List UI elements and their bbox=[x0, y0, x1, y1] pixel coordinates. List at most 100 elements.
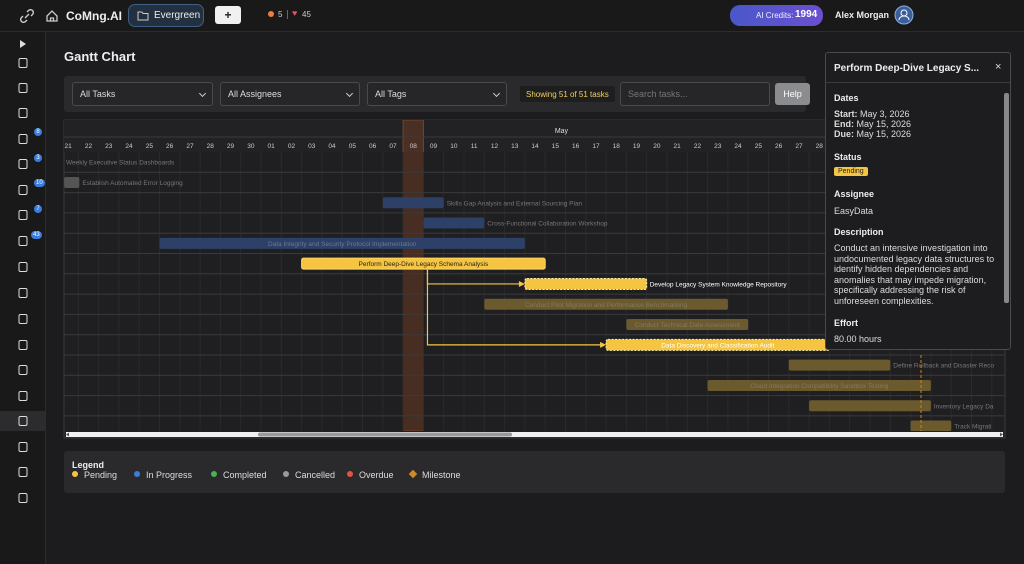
nav-icon[interactable] bbox=[17, 466, 29, 478]
help-button[interactable]: Help bbox=[775, 83, 810, 105]
dependency-arrow bbox=[426, 268, 605, 346]
task-label: Conduct Technical Data Assessment bbox=[635, 322, 741, 329]
avatar[interactable] bbox=[894, 5, 914, 25]
tooltip-scrollbar[interactable] bbox=[1004, 93, 1009, 303]
page-title: Gantt Chart bbox=[64, 49, 136, 64]
nav-icon[interactable] bbox=[17, 158, 29, 170]
task-label: Develop Legacy System Knowledge Reposito… bbox=[650, 281, 788, 288]
scrollbar-thumb[interactable] bbox=[258, 432, 512, 437]
effort-heading: Effort bbox=[834, 318, 858, 328]
nav-icon[interactable] bbox=[17, 287, 29, 299]
nav-icon[interactable] bbox=[17, 313, 29, 325]
today-column bbox=[402, 120, 424, 431]
status-heading: Status bbox=[834, 152, 862, 162]
task-bar[interactable] bbox=[910, 420, 952, 432]
search-input[interactable]: Search tasks... bbox=[620, 82, 770, 106]
project-name: Evergreen bbox=[154, 10, 201, 21]
close-button[interactable]: × bbox=[995, 61, 1002, 73]
nav-icon[interactable] bbox=[17, 82, 29, 94]
nav-icon[interactable] bbox=[17, 235, 29, 247]
arrow-head bbox=[600, 341, 607, 348]
task-filter[interactable]: All Tasks bbox=[72, 82, 213, 106]
description-heading: Description bbox=[834, 227, 884, 237]
day-label: 01 bbox=[268, 143, 276, 150]
day-label: 28 bbox=[207, 143, 215, 150]
task-label: Establish Automated Error Logging bbox=[82, 180, 183, 187]
nav-icon[interactable] bbox=[17, 261, 29, 273]
nav-icon[interactable] bbox=[17, 38, 29, 50]
legend-label: Pending bbox=[84, 470, 118, 480]
day-label: 13 bbox=[511, 143, 519, 150]
day-label: 06 bbox=[369, 143, 377, 150]
assignee-filter[interactable]: All Assignees bbox=[220, 82, 360, 106]
home-icon[interactable] bbox=[45, 9, 59, 23]
scroll-right[interactable] bbox=[1000, 432, 1003, 437]
day-label: 03 bbox=[308, 143, 316, 150]
nav-icon[interactable] bbox=[17, 441, 29, 453]
task-bar[interactable] bbox=[788, 359, 891, 371]
task-bar[interactable] bbox=[524, 277, 648, 290]
sidebar: 8 3 10 7 43 bbox=[0, 32, 46, 564]
day-label: 14 bbox=[531, 143, 539, 150]
day-label: 25 bbox=[146, 143, 154, 150]
task-label: Cloud Integration Compatibility Sandbox … bbox=[750, 383, 889, 390]
nav-icon[interactable] bbox=[17, 209, 29, 221]
scroll-left[interactable] bbox=[66, 432, 69, 437]
divider bbox=[287, 10, 288, 19]
alert-dot bbox=[268, 11, 274, 17]
project-button[interactable]: Evergreen bbox=[128, 4, 204, 27]
month-label: May bbox=[555, 128, 569, 135]
day-label: 28 bbox=[816, 143, 824, 150]
day-label: 16 bbox=[572, 143, 580, 150]
legend-swatch bbox=[347, 471, 353, 477]
day-label: 19 bbox=[633, 143, 641, 150]
task-label: Inventory Legacy Da bbox=[934, 403, 994, 410]
task-count: Showing 51 of 51 tasks bbox=[520, 86, 615, 102]
legend-title: Legend bbox=[72, 460, 105, 470]
day-label: 30 bbox=[247, 143, 255, 150]
nav-icon[interactable] bbox=[17, 133, 29, 145]
nav-icon[interactable] bbox=[17, 415, 29, 427]
task-bar[interactable] bbox=[809, 400, 931, 412]
legend-label: In Progress bbox=[146, 470, 193, 480]
tag-filter[interactable]: All Tags bbox=[367, 82, 507, 106]
end-date: May 15, 2026 bbox=[856, 119, 912, 129]
day-label: 15 bbox=[552, 143, 560, 150]
brand[interactable]: CoMng.AI bbox=[66, 9, 122, 23]
legend-swatch bbox=[72, 471, 78, 477]
task-bar[interactable] bbox=[301, 257, 546, 270]
nav-icon[interactable] bbox=[17, 390, 29, 402]
task-bar[interactable] bbox=[159, 237, 525, 249]
task-tooltip: Perform Deep-Dive Legacy S... × Dates St… bbox=[825, 52, 1011, 350]
task-bar[interactable] bbox=[64, 176, 80, 188]
task-bar[interactable] bbox=[626, 319, 749, 331]
day-label: 12 bbox=[491, 143, 499, 150]
task-label: Skills Gap Analysis and External Sourcin… bbox=[447, 200, 583, 207]
task-bar[interactable] bbox=[423, 217, 485, 229]
add-button[interactable]: + bbox=[215, 6, 241, 24]
link-icon[interactable] bbox=[20, 9, 34, 23]
legend-label: Milestone bbox=[422, 470, 461, 480]
nav-icon[interactable] bbox=[17, 57, 29, 69]
user-name[interactable]: Alex Morgan bbox=[835, 10, 890, 20]
credits-pill[interactable]: AI Credits: 1994 bbox=[730, 5, 823, 26]
day-label: 11 bbox=[471, 143, 478, 150]
task-bar[interactable] bbox=[382, 197, 444, 209]
dates-heading: Dates bbox=[834, 93, 859, 103]
day-label: 23 bbox=[105, 143, 113, 150]
badge: 10 bbox=[34, 179, 45, 188]
day-label: 05 bbox=[349, 143, 357, 150]
nav-icon[interactable] bbox=[17, 492, 29, 504]
day-label: 10 bbox=[450, 143, 458, 150]
nav-icon[interactable] bbox=[17, 364, 29, 376]
badge: 43 bbox=[31, 230, 42, 239]
task-bar[interactable] bbox=[707, 379, 931, 391]
nav-icon[interactable] bbox=[17, 184, 29, 196]
nav-icon[interactable] bbox=[17, 339, 29, 351]
nav-icon[interactable] bbox=[17, 107, 29, 119]
task-bar[interactable] bbox=[484, 298, 728, 310]
start-label: Start: bbox=[834, 109, 858, 119]
task-label: Data Integrity and Security Protocol Imp… bbox=[268, 241, 417, 248]
day-label: 07 bbox=[389, 143, 397, 150]
